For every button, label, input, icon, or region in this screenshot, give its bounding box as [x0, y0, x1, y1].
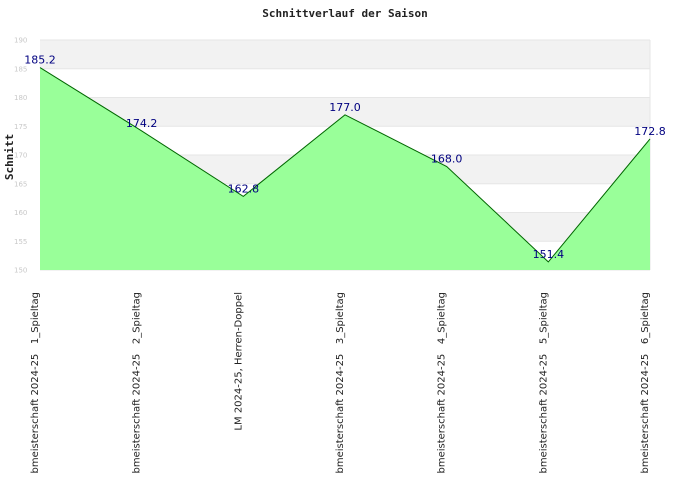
y-tick-label: 185: [14, 65, 27, 73]
y-tick-label: 165: [14, 180, 27, 188]
y-tick-label: 170: [14, 152, 27, 160]
x-axis-ticks: bmeisterschaft 2024-25 1_Spieltag bmeiste…: [30, 292, 651, 474]
data-label: 185.2: [24, 54, 56, 67]
y-tick-label: 180: [14, 94, 27, 102]
x-tick-label: bmeisterschaft 2024-25 3_Spieltag: [335, 292, 346, 474]
y-tick-label: 150: [14, 267, 27, 275]
data-labels: 185.2 174.2 162.8 177.0 168.0 151.4 172.8: [24, 54, 666, 261]
background-band: [40, 68, 650, 98]
data-label: 172.8: [634, 125, 666, 138]
x-tick-label: bmeisterschaft 2024-25 1_Spieltag: [30, 292, 41, 474]
y-tick-label: 190: [14, 37, 27, 45]
y-tick-label: 155: [14, 238, 27, 246]
data-label: 168.0: [431, 153, 463, 166]
area-fill: [40, 67, 650, 270]
y-tick-label: 175: [14, 123, 27, 131]
data-label: 177.0: [329, 101, 361, 114]
y-tick-label: 160: [14, 209, 27, 217]
series-line: [39, 67, 651, 263]
x-tick-label: bmeisterschaft 2024-25 6_Spieltag: [640, 292, 651, 474]
data-label: 174.2: [126, 117, 158, 130]
data-label: 162.8: [228, 182, 260, 195]
chart-title: Schnittverlauf der Saison: [262, 7, 428, 20]
x-tick-label: bmeisterschaft 2024-25 2_Spieltag: [132, 292, 143, 474]
data-label: 151.4: [533, 248, 565, 261]
y-axis-label: Schnitt: [3, 134, 16, 180]
x-tick-label: bmeisterschaft 2024-25 4_Spieltag: [437, 292, 448, 474]
background-band: [40, 40, 650, 69]
y-axis-ticks: 150 155 160 165 170 175 180 185 190: [14, 37, 27, 275]
x-tick-label: LM 2024-25, Herren-Doppel: [233, 292, 244, 431]
x-tick-label: bmeisterschaft 2024-25 5_Spieltag: [538, 292, 549, 474]
